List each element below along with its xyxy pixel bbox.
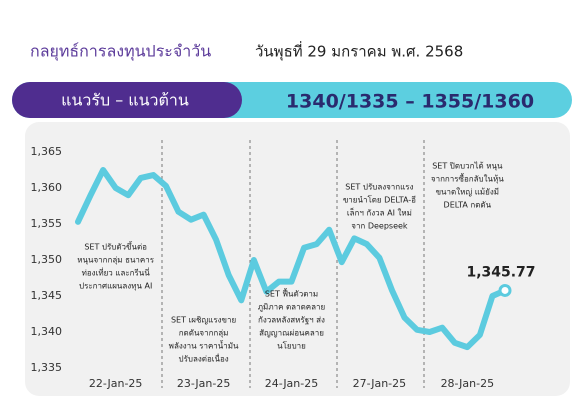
annotation: ขายนำโดย DELTA-อี	[343, 195, 416, 205]
x-tick-label: 23-Jan-25	[177, 377, 231, 390]
y-tick-label: 1,365	[31, 145, 63, 158]
title: กลยุทธ์การลงทุนประจำวัน	[30, 42, 211, 62]
annotation: SET ปรับลงจากแรง	[345, 183, 413, 192]
date: วันพุธที่ 29 มกราคม พ.ศ. 2568	[255, 41, 463, 62]
annotation: สัญญาณผ่อนคลาย	[259, 329, 324, 338]
annotation: หนุนจากกลุ่ม ธนาคาร	[77, 256, 154, 265]
y-tick-label: 1,345	[31, 289, 63, 302]
annotation: จากการซื้อกลับในหุ้น	[431, 173, 504, 184]
banner-left	[12, 82, 242, 118]
y-tick-label: 1,350	[31, 253, 63, 266]
annotation: นโยบาย	[277, 341, 306, 351]
x-tick-label: 27-Jan-25	[353, 377, 407, 390]
annotation: ประกาศแผนลงทุน AI	[79, 282, 152, 291]
annotation: กดดันจากกลุ่ม	[179, 329, 229, 338]
y-tick-label: 1,360	[31, 181, 63, 194]
annotation: SET ฟื้นตัวตาม	[265, 288, 318, 299]
annotation: ภูมิภาค ตลาดคลาย	[258, 303, 325, 313]
annotation: ขนาดใหญ่ แม้ยังมี	[436, 188, 499, 197]
value-label: 1,345.77	[466, 264, 535, 280]
annotation: ท่องเที่ยว และกรีนนี่	[82, 267, 151, 278]
y-tick-label: 1,335	[31, 361, 63, 374]
annotation: กังวลหลังสหรัฐฯ ส่ง	[258, 316, 325, 325]
price-line	[75, 167, 508, 351]
separators	[161, 140, 425, 388]
annotation: พลังงาน ราคาน้ำมัน	[169, 340, 239, 351]
x-tick-label: 24-Jan-25	[265, 377, 319, 390]
annotation: ปรับลงต่อเนื่อง	[178, 353, 228, 364]
annotation: DELTA กดดัน	[444, 201, 492, 210]
x-tick-label: 22-Jan-25	[89, 377, 143, 390]
banner-label: แนวรับ – แนวต้าน	[61, 91, 189, 110]
annotation: SET ปิดบวกได้ หนุน	[432, 162, 503, 171]
annotation: SET เผชิญแรงขาย	[171, 316, 236, 325]
annotation: เล็กฯ กังวล AI ใหม่	[347, 208, 412, 218]
x-tick-label: 28-Jan-25	[441, 377, 495, 390]
y-tick-label: 1,340	[31, 325, 63, 338]
y-tick-label: 1,355	[31, 217, 63, 230]
banner-levels: 1340/1335 – 1355/1360	[286, 91, 534, 113]
annotation: จาก Deepseek	[351, 222, 408, 231]
annotation: SET ปรับตัวขึ้นต่อ	[84, 241, 147, 252]
end-point	[498, 283, 512, 297]
